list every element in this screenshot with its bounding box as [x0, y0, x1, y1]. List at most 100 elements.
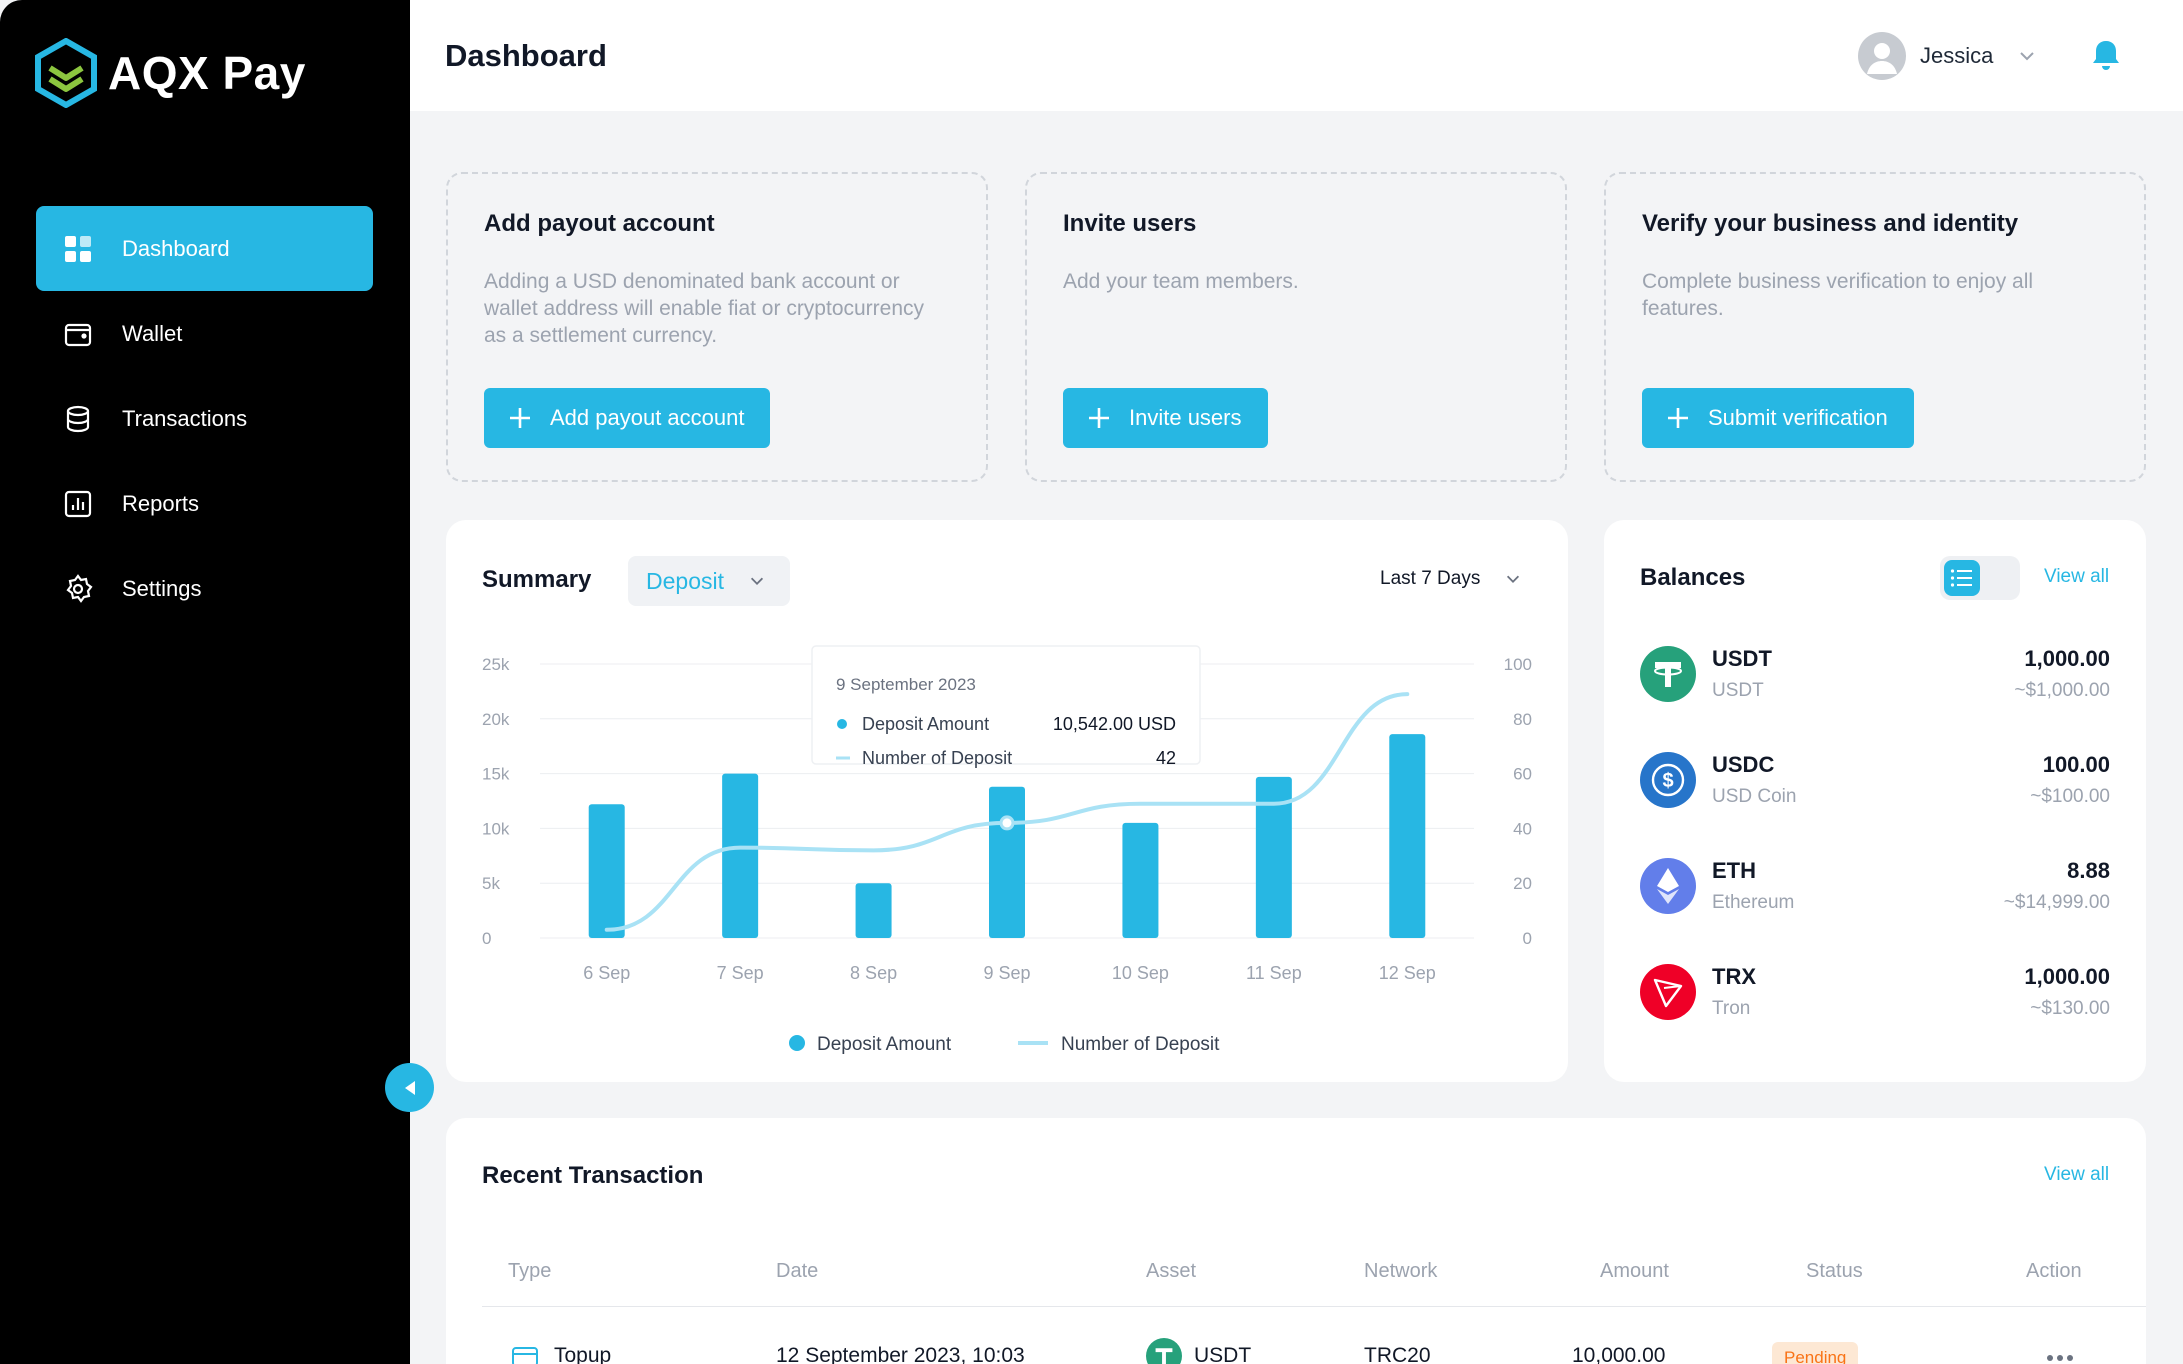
x-tick-label: 8 Sep — [850, 963, 897, 983]
add-payout-account-button[interactable]: Add payout account — [484, 388, 771, 448]
y-right-tick-label: 0 — [1523, 929, 1532, 948]
deposit-type-select[interactable]: Deposit — [628, 556, 790, 606]
wallet-icon — [62, 318, 94, 350]
cell-type: Topup — [554, 1344, 612, 1364]
column-header-amount: Amount — [1600, 1260, 1669, 1282]
usdc-icon: $ — [1640, 752, 1696, 808]
asset-name: USDT — [1712, 680, 1764, 701]
recent-title: Recent Transaction — [482, 1162, 704, 1189]
select-value: Deposit — [646, 567, 724, 594]
chevron-down-icon — [1507, 575, 1520, 583]
x-tick-label: 7 Sep — [717, 963, 764, 983]
button-label: Invite users — [1129, 405, 1242, 430]
user-name: Jessica — [1920, 43, 1994, 68]
avatar — [1858, 32, 1906, 80]
sidebar-item-label: Transactions — [122, 405, 248, 431]
verify-business-card: Verify your business and identity Comple… — [1604, 172, 2146, 482]
sidebar-item-reports[interactable]: Reports — [36, 461, 373, 546]
asset-symbol: USDC — [1712, 752, 1775, 777]
asset-row-eth[interactable]: ETH Ethereum 8.88 ~$14,999.00 — [1640, 854, 2110, 914]
invite-users-button[interactable]: Invite users — [1063, 388, 1268, 448]
bell-icon[interactable] — [2090, 38, 2122, 72]
asset-row-usdt[interactable]: USDT USDT 1,000.00 ~$1,000.00 — [1640, 642, 2110, 702]
balances-view-all-link[interactable]: View all — [2044, 566, 2110, 587]
header: Dashboard Jessica — [410, 0, 2183, 111]
tooltip-label: Deposit Amount — [862, 714, 989, 734]
bar — [588, 804, 625, 938]
y-right-tick-label: 80 — [1513, 710, 1532, 729]
column-header-type: Type — [508, 1260, 552, 1282]
more-options-icon[interactable] — [2046, 1354, 2074, 1362]
summary-title: Summary — [482, 566, 592, 593]
ethereum-icon — [1640, 858, 1696, 914]
tooltip-dot — [837, 719, 847, 729]
add-payout-card: Add payout account Adding a USD denomina… — [446, 172, 988, 482]
hover-point — [999, 815, 1015, 831]
card-description: Add your team members. — [1063, 270, 1299, 293]
date-range-select[interactable]: Last 7 Days — [1380, 568, 1522, 590]
list-icon — [1944, 560, 1980, 596]
submit-verification-button[interactable]: Submit verification — [1642, 388, 1914, 448]
gear-icon — [62, 573, 94, 605]
bar — [989, 786, 1025, 938]
card-title: Invite users — [1063, 210, 1197, 237]
sidebar-item-settings[interactable]: Settings — [36, 546, 373, 631]
bar-chart-icon — [62, 488, 94, 520]
plus-icon — [1089, 408, 1109, 428]
list-view-toggle[interactable] — [1940, 556, 2020, 600]
bar — [1122, 822, 1159, 938]
asset-row-trx[interactable]: TRX Tron 1,000.00 ~$130.00 — [1640, 960, 2110, 1020]
user-menu[interactable]: Jessica — [1858, 32, 2037, 80]
asset-row-usdc[interactable]: $ USDC USD Coin 100.00 ~$100.00 — [1640, 748, 2110, 808]
asset-symbol: USDT — [1712, 646, 1772, 671]
chevron-down-icon — [750, 577, 764, 585]
asset-name: USD Coin — [1712, 786, 1797, 807]
asset-usd-value: ~$14,999.00 — [2003, 892, 2110, 913]
balances-title: Balances — [1640, 564, 1746, 591]
summary-chart: 0 5k 10k 15k 20k 25k 0 20 40 60 80 100 6 Sep 7 Sep 8 S… — [482, 645, 1532, 1055]
page-title: Dashboard — [445, 38, 607, 73]
card-title: Add payout account — [484, 210, 715, 237]
column-header-asset: Asset — [1146, 1260, 1197, 1282]
sidebar-item-transactions[interactable]: Transactions — [36, 376, 373, 461]
sidebar-nav: Dashboard Wallet Transactions Reports Se… — [36, 206, 373, 631]
asset-name: Tron — [1712, 998, 1751, 1019]
sidebar-item-dashboard[interactable]: Dashboard — [36, 206, 373, 291]
bar — [855, 883, 892, 938]
y-left-tick-label: 5k — [482, 874, 500, 893]
bar — [1389, 734, 1426, 938]
column-header-status: Status — [1806, 1260, 1863, 1282]
cell-network: TRC20 — [1364, 1344, 1431, 1364]
tooltip-value: 42 — [1156, 748, 1176, 768]
logo-mark-icon — [35, 38, 97, 108]
topup-icon — [512, 1347, 538, 1364]
logo[interactable]: AQX Pay — [34, 38, 306, 108]
balances-panel: Balances View all USDT USDT 1,000.00 ~$1… — [1604, 520, 2146, 1082]
asset-symbol: ETH — [1712, 858, 1756, 883]
caret-left-icon — [404, 1080, 415, 1095]
asset-amount: 8.88 — [2067, 858, 2110, 883]
recent-transactions-panel: Recent Transaction View all Type Date As… — [446, 1118, 2146, 1364]
tether-icon — [1146, 1338, 1182, 1364]
sidebar-item-label: Reports — [122, 490, 200, 516]
asset-usd-value: ~$100.00 — [2030, 786, 2110, 807]
button-label: Submit verification — [1708, 405, 1888, 430]
asset-usd-value: ~$130.00 — [2030, 998, 2110, 1019]
user-icon — [1867, 43, 1897, 74]
transactions-view-all-link[interactable]: View all — [2044, 1164, 2110, 1185]
legend-swatch-deposit-amount — [789, 1035, 805, 1051]
cell-amount: 10,000.00 — [1572, 1344, 1666, 1364]
asset-amount: 1,000.00 — [2024, 646, 2110, 671]
tooltip-label: Number of Deposit — [862, 748, 1012, 768]
asset-amount: 100.00 — [2042, 752, 2110, 777]
svg-text:$: $ — [1662, 770, 1673, 792]
asset-symbol: TRX — [1712, 964, 1756, 989]
collapse-sidebar-button[interactable] — [385, 1063, 434, 1112]
sidebar-item-wallet[interactable]: Wallet — [36, 291, 373, 376]
sidebar: AQX Pay Dashboard Wallet Transactions Re… — [0, 0, 410, 1364]
tron-icon — [1640, 964, 1696, 1020]
x-tick-label: 12 Sep — [1379, 963, 1436, 983]
logo-text: AQX Pay — [108, 47, 306, 99]
y-right-tick-label: 40 — [1513, 819, 1532, 838]
x-tick-label: 9 Sep — [983, 963, 1030, 983]
